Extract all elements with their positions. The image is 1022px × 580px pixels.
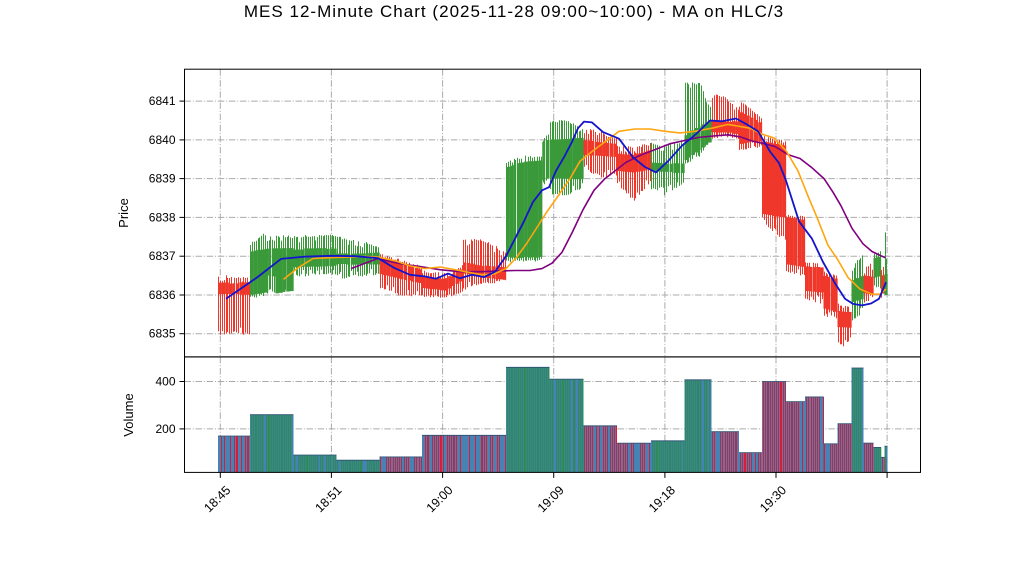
svg-text:6835: 6835 [149,327,176,341]
svg-text:6837: 6837 [149,249,176,263]
svg-text:6840: 6840 [149,133,176,147]
svg-text:6839: 6839 [149,172,176,186]
svg-text:Volume: Volume [121,393,136,436]
svg-text:6838: 6838 [149,210,176,224]
svg-text:MES 12-Minute Chart (2025-11-2: MES 12-Minute Chart (2025-11-28 09:00~10… [244,2,784,21]
svg-text:6836: 6836 [149,288,176,302]
svg-text:6841: 6841 [149,94,176,108]
svg-text:Price: Price [116,198,131,228]
svg-text:400: 400 [155,375,175,389]
svg-text:200: 200 [155,422,175,436]
